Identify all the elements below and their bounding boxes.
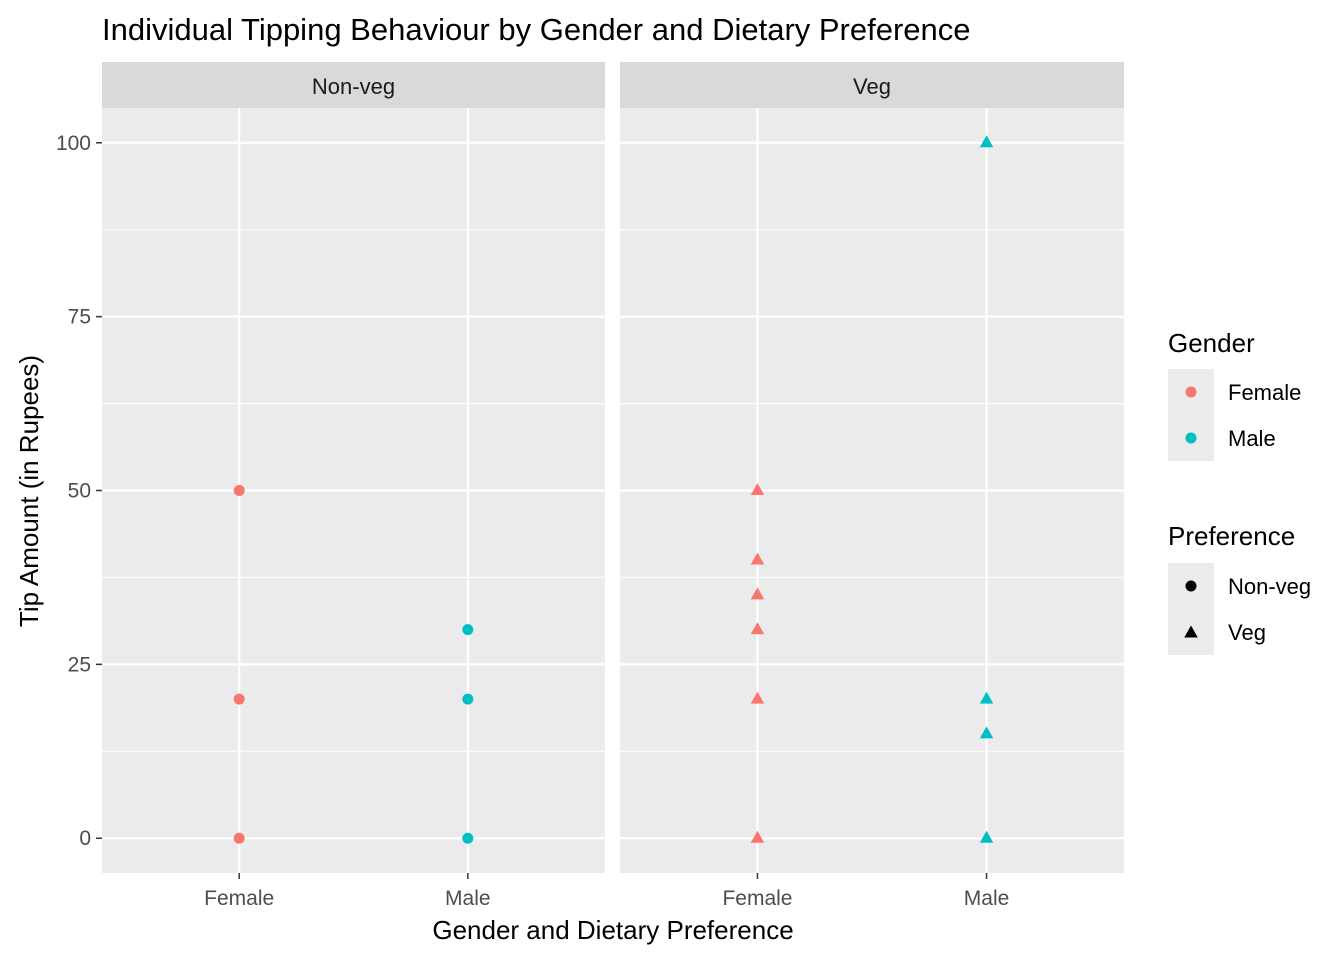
data-point-triangle	[750, 552, 765, 565]
legend-key-non-veg	[1185, 580, 1197, 592]
y-tick-label: 75	[68, 306, 91, 329]
legend: Gender Female Male Preference Non-veg Veg	[1168, 328, 1311, 655]
facet-strip	[620, 62, 1124, 108]
facet-strip	[102, 62, 605, 108]
y-axis: 0 25 50 75 100	[56, 132, 102, 850]
x-tick-label: Female	[204, 887, 274, 910]
data-point-circle	[462, 624, 474, 636]
data-point-circle	[462, 693, 474, 705]
facet-strip-label: Non-veg	[312, 74, 395, 99]
y-tick-label: 50	[68, 480, 91, 503]
data-point-triangle	[750, 587, 765, 600]
y-tick-label: 25	[68, 653, 91, 676]
x-axis-title: Gender and Dietary Preference	[432, 915, 793, 945]
data-point-triangle	[979, 135, 994, 148]
legend-label-veg: Veg	[1228, 620, 1266, 645]
legend-title-preference: Preference	[1168, 521, 1295, 551]
data-point-triangle	[979, 691, 994, 704]
y-tick-label: 0	[79, 827, 91, 850]
data-point-circle	[462, 832, 474, 844]
legend-key-male	[1185, 432, 1197, 444]
chart-title: Individual Tipping Behaviour by Gender a…	[102, 12, 971, 47]
legend-label-female: Female	[1228, 380, 1301, 405]
facet-panel-non-veg: Non-veg Female Male	[102, 62, 605, 910]
data-point-circle	[233, 485, 245, 496]
data-point-triangle	[750, 483, 765, 495]
data-point-triangle	[750, 622, 765, 635]
legend-label-male: Male	[1228, 426, 1276, 451]
data-point-triangle	[979, 726, 994, 739]
legend-label-non-veg: Non-veg	[1228, 574, 1311, 599]
x-tick-label: Female	[722, 887, 792, 910]
data-point-circle	[233, 832, 245, 844]
facet-strip-label: Veg	[853, 74, 891, 99]
legend-title-gender: Gender	[1168, 328, 1255, 358]
y-tick-label: 100	[56, 132, 91, 155]
legend-key-veg	[1184, 625, 1198, 638]
x-tick-label: Male	[964, 887, 1010, 910]
legend-key-female	[1185, 386, 1197, 398]
data-point-triangle	[979, 830, 994, 843]
data-point-circle	[233, 693, 245, 705]
facet-panel-veg: Veg Female Male	[620, 62, 1124, 910]
y-axis-title: Tip Amount (in Rupees)	[14, 355, 44, 627]
data-point-triangle	[750, 830, 765, 843]
data-point-triangle	[750, 691, 765, 704]
x-tick-label: Male	[445, 887, 491, 910]
facet-panels: Non-veg Female Male Veg Female Male 0 25 50 75 100	[56, 62, 1124, 910]
